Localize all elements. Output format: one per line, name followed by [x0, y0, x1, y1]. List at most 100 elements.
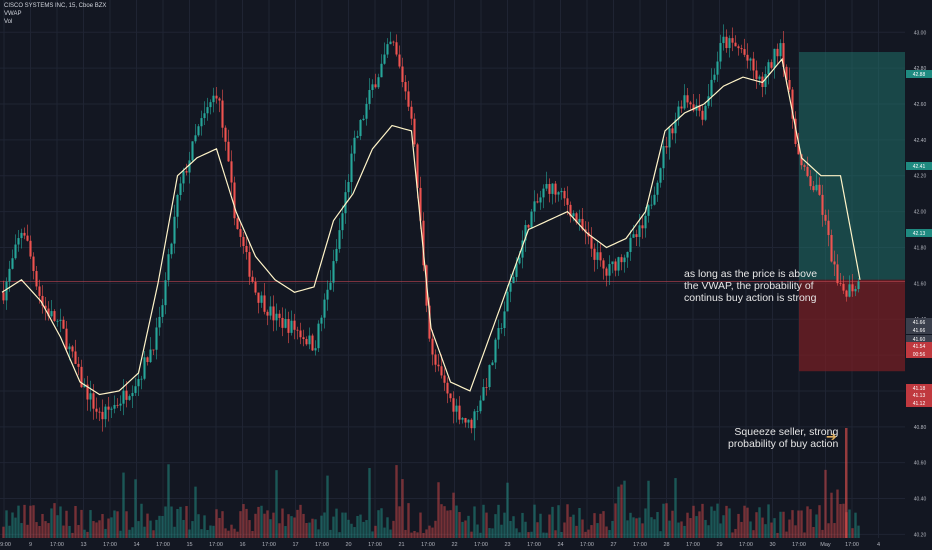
x-tick-label: 9 — [29, 542, 32, 548]
x-tick-label: 13 — [80, 542, 86, 548]
price-label-box — [906, 70, 932, 78]
volume-bar — [581, 519, 584, 538]
candle-body — [134, 386, 137, 393]
vwap-line — [1, 57, 861, 396]
volume-bar — [821, 529, 824, 538]
volume-bar — [443, 506, 446, 538]
volume-bar — [272, 512, 275, 538]
volume-bar — [380, 508, 383, 538]
volume-bar — [131, 527, 134, 538]
vwap-note-line-3: continus buy action is strong — [684, 292, 817, 304]
volume-bar — [401, 479, 404, 538]
candle-body — [305, 339, 308, 345]
candle-body — [770, 62, 773, 68]
volume-bar — [602, 511, 605, 538]
volume-bar — [770, 522, 773, 538]
volume-bar — [74, 505, 77, 538]
volume-bar — [572, 514, 575, 538]
candle-body — [353, 137, 356, 154]
candle-body — [344, 192, 347, 214]
candle-body — [65, 328, 68, 350]
y-tick-label: 40.80 — [914, 425, 927, 431]
candle-body — [416, 144, 419, 188]
vwap-line-group — [1, 57, 861, 396]
symbol-title: CISCO SYSTEMS INC, 15, Cboe BZX — [4, 3, 107, 9]
candle-body — [674, 119, 677, 134]
candle-body — [407, 91, 410, 107]
candle-body — [581, 218, 584, 230]
x-tick-label: 17:00 — [792, 542, 806, 548]
volume-bar — [704, 519, 707, 538]
indicator-vwap-label[interactable]: VWAP — [4, 11, 22, 17]
volume-bar — [578, 507, 581, 538]
candle-body — [560, 190, 563, 193]
indicator-vol-label[interactable]: Vol — [4, 19, 13, 25]
volume-bar — [257, 506, 260, 538]
volume-bar — [197, 514, 200, 538]
candle-body — [563, 190, 566, 199]
volume-bar — [413, 530, 416, 538]
candle-body — [176, 194, 179, 217]
candle-body — [11, 258, 14, 269]
candle-body — [251, 276, 254, 282]
volume-bar — [215, 509, 218, 538]
candle-body — [359, 120, 362, 137]
x-tick-label: 17 — [292, 542, 298, 548]
candle-body — [731, 38, 734, 43]
vwap-note-line-2: the VWAP, the probability of — [684, 280, 814, 292]
volume-bar — [719, 523, 722, 538]
volume-bar — [155, 519, 158, 538]
volume-bar — [305, 522, 308, 538]
volume-bar — [764, 524, 767, 538]
volume-bar — [107, 518, 110, 538]
y-tick-label: 42.20 — [914, 174, 927, 180]
candle-body — [653, 194, 656, 205]
candle-body — [431, 338, 434, 355]
volume-bar — [800, 510, 803, 538]
volume-bar — [791, 510, 794, 538]
volume-bar — [755, 512, 758, 538]
candle-body — [152, 349, 155, 351]
candle-body — [125, 390, 128, 400]
candle-body — [215, 95, 218, 99]
position-tool[interactable] — [0, 52, 905, 372]
volume-bar — [203, 515, 206, 538]
volume-bar — [20, 523, 23, 538]
volume-bar — [587, 529, 590, 538]
candle-body — [626, 251, 629, 258]
volume-bar — [680, 521, 683, 538]
volume-bar — [302, 513, 305, 538]
volume-bar — [749, 521, 752, 538]
candle-body — [725, 36, 728, 49]
candle-body — [644, 215, 647, 229]
vwap-note: as long as the price is above the VWAP, … — [684, 268, 817, 304]
y-tick-label: 42.80 — [914, 66, 927, 72]
price-label: 42.41 — [913, 164, 926, 170]
volume-bar — [140, 503, 143, 538]
x-tick-label: 09:00 — [0, 542, 11, 548]
candle-body — [689, 102, 692, 105]
volume-bar — [368, 468, 371, 538]
volume-bar — [233, 528, 236, 538]
candle-body — [188, 160, 191, 173]
candle-body — [311, 335, 314, 351]
x-tick-label: 17:00 — [580, 542, 594, 548]
candle-body — [284, 319, 287, 328]
candle-body — [233, 182, 236, 219]
candle-body — [464, 418, 467, 423]
candle-body — [827, 220, 830, 236]
volume-bar — [437, 482, 440, 538]
x-tick-label: 17:00 — [156, 542, 170, 548]
volume-bar — [374, 525, 377, 538]
candle-body — [671, 128, 674, 134]
candle-body — [26, 235, 29, 241]
volume-bar — [674, 478, 677, 538]
candle-body — [854, 289, 857, 292]
volume-bar — [161, 515, 164, 538]
volume-bar — [635, 518, 638, 538]
candle-body — [269, 306, 272, 316]
candle-body — [356, 136, 359, 138]
volume-bars — [2, 428, 860, 538]
